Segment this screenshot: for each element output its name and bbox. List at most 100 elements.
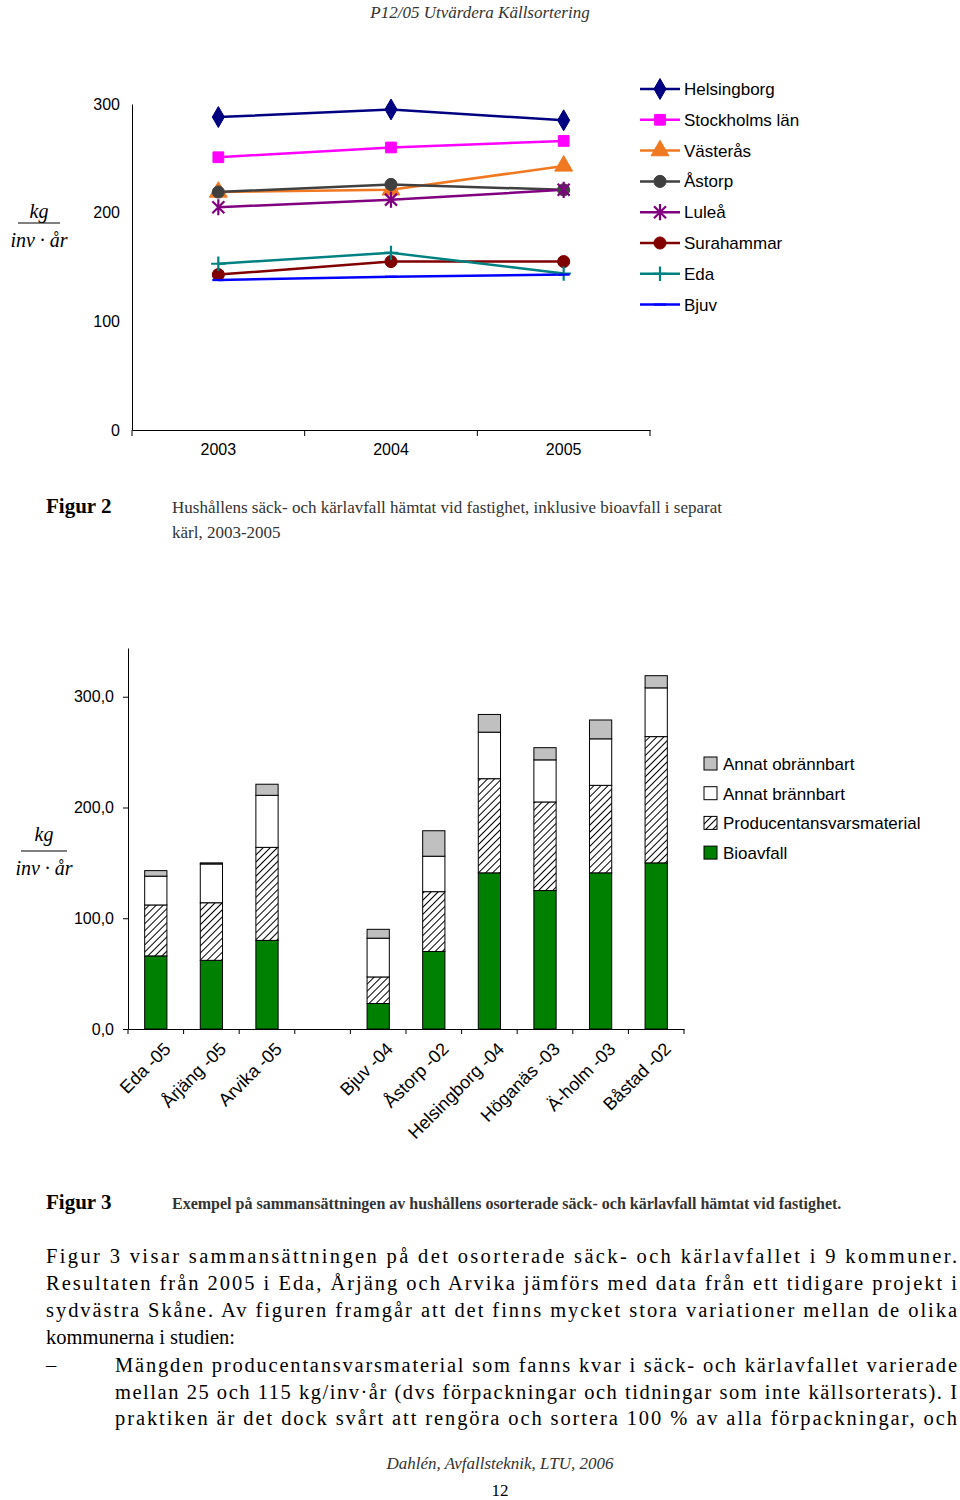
- axis-line: [132, 105, 133, 431]
- legend-item: Annat brännbart: [704, 785, 845, 804]
- bar-segment: [423, 951, 445, 1029]
- category-divider: [477, 430, 478, 436]
- page: P12/05 Utvärdera Källsortering0100200300…: [0, 0, 960, 1500]
- y-label-denominator: inv · år: [10, 229, 67, 251]
- y-tick: 0: [111, 422, 132, 439]
- y-tick: 200,0: [74, 799, 128, 816]
- legend-swatch: [640, 303, 680, 306]
- category-divider: [304, 430, 305, 436]
- y-tick-mark: [123, 1029, 128, 1030]
- bar-segment: [145, 956, 167, 1029]
- bar-segment: [645, 863, 667, 1029]
- legend-marker: [654, 175, 666, 187]
- category-divider: [684, 1029, 685, 1034]
- body-text: Figur 3 visar sammansättningen på det os…: [45, 1245, 957, 1430]
- series-marker: [211, 257, 225, 271]
- x-tick-label: Höganäs -03: [477, 1039, 564, 1126]
- bar-segment: [645, 676, 667, 688]
- series-marker: [385, 178, 397, 190]
- x-tick-label: 2004: [373, 441, 409, 458]
- legend: Annat obrännbart Annat brännbart Producent…: [704, 755, 920, 863]
- bar-segment: [367, 929, 389, 938]
- series-line: [218, 141, 563, 157]
- series-marker: [556, 266, 570, 280]
- category-divider: [128, 1029, 129, 1034]
- bar-segment: [589, 720, 611, 739]
- legend-label: Luleå: [684, 203, 726, 222]
- bar-segment: [534, 748, 556, 760]
- legend-label: Bioavfall: [723, 844, 787, 863]
- y-tick-label: 300,0: [74, 688, 114, 705]
- chart-1: 0100200300200320042005HelsingborgStockho…: [93, 79, 799, 459]
- bar-segment: [256, 784, 278, 795]
- plot-bars: [145, 676, 668, 1029]
- y-axis-title: kginv · år: [10, 200, 67, 251]
- bar-segment: [534, 891, 556, 1029]
- bar-segment: [367, 1004, 389, 1029]
- legend-marker: [654, 204, 666, 220]
- bar-segment: [200, 960, 222, 1029]
- y-axis: 0,0100,0200,0300,0: [74, 649, 129, 1038]
- category-divider: [517, 1029, 518, 1034]
- series-marker: [384, 246, 398, 260]
- bar-segment: [256, 795, 278, 847]
- bar-segment: [645, 737, 667, 863]
- x-axis: 200320042005: [132, 430, 651, 458]
- y-tick: 100: [93, 313, 132, 330]
- legend-item: Bjuv: [640, 296, 718, 315]
- legend-swatch: [704, 757, 717, 770]
- bar-segment: [145, 905, 167, 956]
- legend-swatch: [704, 816, 717, 829]
- category-divider: [406, 1029, 407, 1034]
- legend-label: Åstorp: [684, 172, 733, 191]
- bar-segment: [645, 688, 667, 737]
- x-tick: Helsingborg -04: [404, 1029, 508, 1143]
- legend-label: Surahammar: [684, 234, 783, 253]
- axis-line: [128, 649, 129, 1030]
- x-tick: 2005: [546, 430, 582, 458]
- category-divider: [132, 430, 133, 436]
- bar-segment: [534, 802, 556, 891]
- legend-swatch: [704, 846, 717, 859]
- series-marker: [212, 279, 224, 281]
- bar-segment: [589, 785, 611, 872]
- bar-segment: [256, 847, 278, 940]
- x-tick-label: Arvika -05: [214, 1039, 285, 1110]
- bar-segment: [589, 873, 611, 1029]
- y-tick-label: 0: [111, 422, 120, 439]
- category-divider: [650, 430, 651, 436]
- x-tick-label: Båstad -02: [599, 1039, 675, 1115]
- bullet-line: Mängden producentansvarsmaterial som fan…: [115, 1354, 957, 1377]
- series-line: [218, 275, 563, 280]
- bar-segment: [200, 863, 222, 864]
- x-tick-label: Helsingborg -04: [404, 1039, 508, 1143]
- legend-item: Producentansvarsmaterial: [704, 814, 920, 833]
- legend-label: Annat obrännbart: [723, 755, 855, 774]
- category-divider: [628, 1029, 629, 1034]
- paragraph-line: Figur 3 visar sammansättningen på det os…: [46, 1245, 957, 1268]
- bar-segment: [423, 892, 445, 952]
- series-marker: [212, 186, 224, 198]
- legend-label: Eda: [684, 265, 715, 284]
- legend: HelsingborgStockholms länVästeråsÅstorpL…: [640, 79, 799, 315]
- legend-label: Annat brännbart: [723, 785, 845, 804]
- y-label-numerator: kg: [35, 823, 54, 846]
- y-tick-label: 300: [93, 96, 120, 113]
- series-marker: [558, 274, 570, 276]
- category-divider: [350, 1029, 351, 1034]
- y-tick: 100,0: [74, 910, 128, 927]
- category-divider: [294, 1029, 295, 1034]
- y-tick-label: 100: [93, 313, 120, 330]
- legend-marker: [655, 114, 666, 125]
- caption-line: Hushållens säck- och kärlavfall hämtat v…: [172, 498, 722, 517]
- bar-segment: [367, 977, 389, 1004]
- y-axis: 0100200300: [93, 96, 132, 439]
- bullet-line: praktiken är det dock svårt att rengöra …: [115, 1407, 957, 1430]
- bar-segment: [256, 940, 278, 1029]
- x-tick: Eda -05: [116, 1029, 175, 1097]
- series-marker: [213, 152, 224, 163]
- paragraph-line: kommunerna i studien:: [46, 1326, 235, 1348]
- series-marker: [555, 156, 573, 171]
- figure-caption: Figur 2Hushållens säck- och kärlavfall h…: [46, 494, 722, 542]
- legend-item: Åstorp: [640, 172, 733, 191]
